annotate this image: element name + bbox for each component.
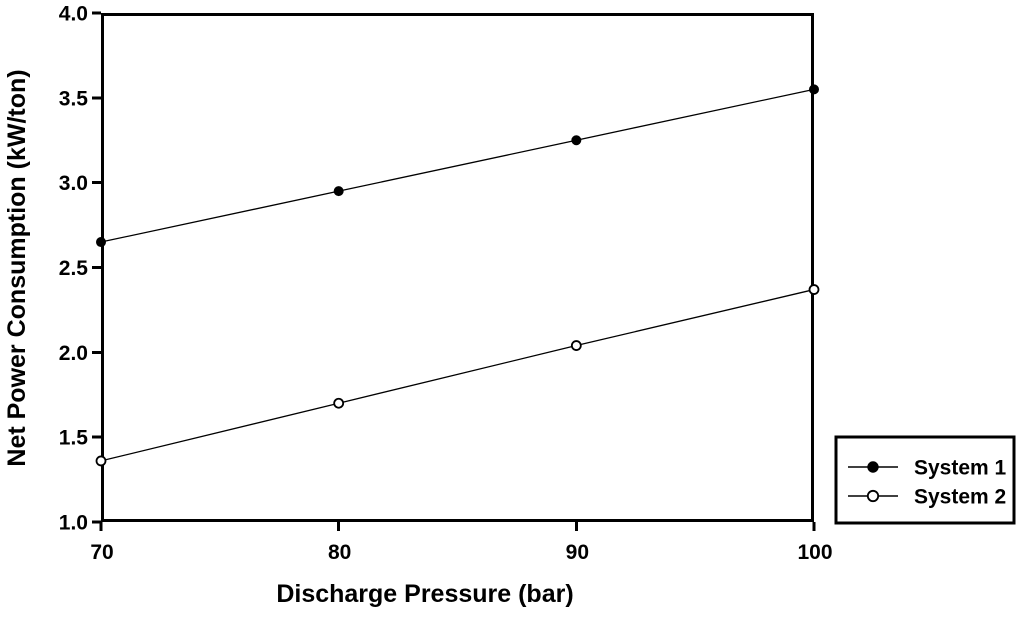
plot-frame <box>101 13 814 522</box>
x-axis-title: Discharge Pressure (bar) <box>276 580 573 608</box>
y-tick-label: 3.5 <box>59 87 89 110</box>
data-point-system-1 <box>809 84 819 95</box>
legend-marker-open-circle <box>866 489 880 503</box>
series-line-system-2 <box>100 288 815 462</box>
data-point-system-2 <box>570 340 582 351</box>
y-axis-title: Net Power Consumption (kW/ton) <box>3 69 31 466</box>
legend-box <box>834 435 1016 525</box>
y-tick-label: 4.0 <box>59 3 88 26</box>
y-tick-label: 1.0 <box>59 512 88 535</box>
series-line-system-1 <box>100 88 815 243</box>
x-tick-label: 100 <box>797 541 832 564</box>
data-point-system-1 <box>333 186 344 197</box>
data-point-system-1 <box>571 135 582 146</box>
chart-plot-area: 1.0 1.5 2.0 2.5 3.0 3.5 4.0 70 80 90 100 System 1 Sy… <box>59 3 1016 564</box>
y-tick-label: 2.0 <box>59 342 88 365</box>
data-point-system-1 <box>96 237 106 248</box>
legend-marker-filled-circle <box>867 461 879 473</box>
data-point-system-2 <box>333 397 345 409</box>
data-point-system-2 <box>808 284 820 295</box>
y-tick-label: 1.5 <box>59 427 89 450</box>
x-tick-label: 80 <box>328 541 351 564</box>
x-tick-label: 90 <box>566 541 589 564</box>
x-tick-label: 70 <box>90 541 113 564</box>
y-tick-label: 2.5 <box>59 257 89 280</box>
y-tick-label: 3.0 <box>59 172 88 195</box>
data-point-system-2 <box>95 455 107 467</box>
legend-label: System 1 <box>914 457 1007 480</box>
legend-label: System 2 <box>914 486 1006 509</box>
